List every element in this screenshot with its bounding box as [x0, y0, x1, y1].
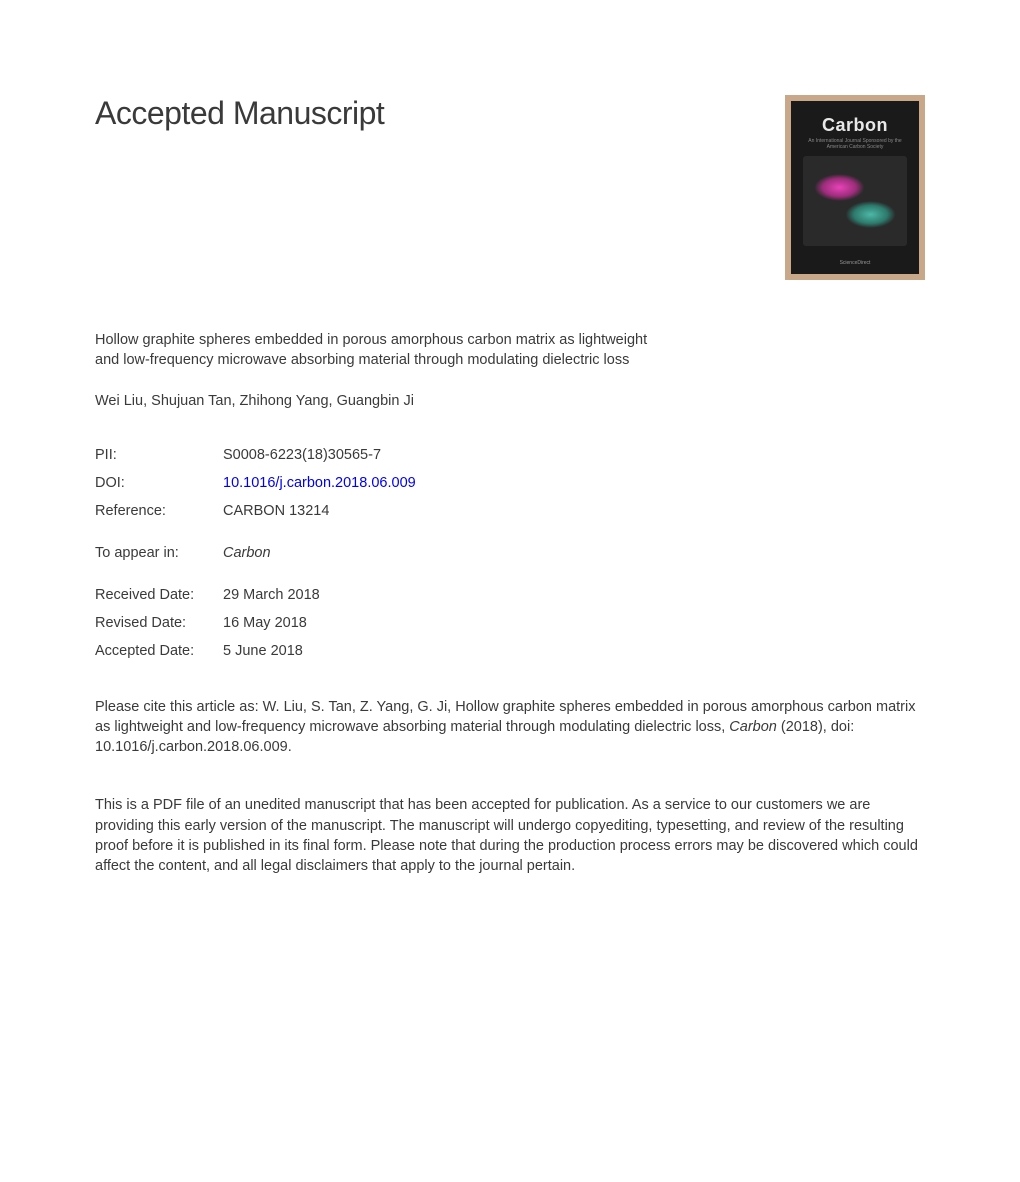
journal-cover-graphic: [803, 156, 907, 246]
meta-row-appear: To appear in: Carbon: [95, 545, 925, 561]
journal-cover-subtitle: An International Journal Sponsored by th…: [791, 138, 919, 150]
meta-table: PII: S0008-6223(18)30565-7 DOI: 10.1016/…: [95, 447, 925, 659]
meta-row-accepted: Accepted Date: 5 June 2018: [95, 643, 925, 659]
appear-value: Carbon: [223, 545, 271, 561]
accepted-value: 5 June 2018: [223, 643, 303, 659]
header-row: Accepted Manuscript Carbon An Internatio…: [95, 95, 925, 280]
meta-row-received: Received Date: 29 March 2018: [95, 587, 925, 603]
revised-value: 16 May 2018: [223, 615, 307, 631]
pii-label: PII:: [95, 447, 223, 463]
reference-label: Reference:: [95, 503, 223, 519]
received-label: Received Date:: [95, 587, 223, 603]
accepted-manuscript-heading: Accepted Manuscript: [95, 95, 384, 132]
article-title: Hollow graphite spheres embedded in poro…: [95, 330, 655, 371]
reference-value: CARBON 13214: [223, 503, 329, 519]
meta-row-revised: Revised Date: 16 May 2018: [95, 615, 925, 631]
doi-label: DOI:: [95, 475, 223, 491]
pii-value: S0008-6223(18)30565-7: [223, 447, 381, 463]
citation-journal: Carbon: [729, 719, 777, 735]
meta-row-reference: Reference: CARBON 13214: [95, 503, 925, 519]
accepted-label: Accepted Date:: [95, 643, 223, 659]
journal-cover-footer: ScienceDirect: [840, 260, 871, 266]
received-value: 29 March 2018: [223, 587, 320, 603]
authors: Wei Liu, Shujuan Tan, Zhihong Yang, Guan…: [95, 393, 925, 409]
journal-cover-inner: Carbon An International Journal Sponsore…: [791, 101, 919, 274]
doi-value[interactable]: 10.1016/j.carbon.2018.06.009: [223, 475, 416, 491]
journal-cover-title: Carbon: [822, 115, 888, 136]
citation: Please cite this article as: W. Liu, S. …: [95, 697, 925, 758]
meta-row-doi: DOI: 10.1016/j.carbon.2018.06.009: [95, 475, 925, 491]
journal-cover: Carbon An International Journal Sponsore…: [785, 95, 925, 280]
revised-label: Revised Date:: [95, 615, 223, 631]
appear-label: To appear in:: [95, 545, 223, 561]
meta-row-pii: PII: S0008-6223(18)30565-7: [95, 447, 925, 463]
disclaimer: This is a PDF file of an unedited manusc…: [95, 795, 925, 876]
